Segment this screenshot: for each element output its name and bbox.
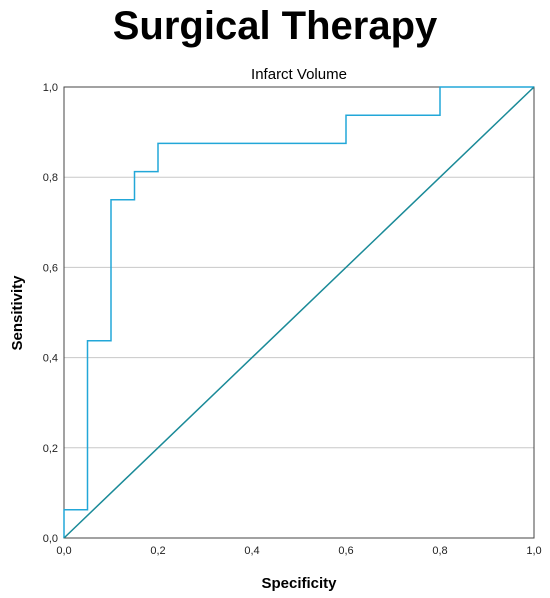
reference-diagonal-line xyxy=(63,86,535,539)
x-axis-title: Specificity xyxy=(261,575,337,592)
x-tick-label: 0,4 xyxy=(244,545,259,557)
roc-curve-line xyxy=(63,86,534,538)
y-tick-label: 0,6 xyxy=(43,262,58,274)
x-tick-label: 1,0 xyxy=(526,545,541,557)
y-tick-label: 0,0 xyxy=(43,533,58,545)
x-tick-label: 0,8 xyxy=(432,545,447,557)
grid-lines xyxy=(64,86,534,449)
y-tick-label: 0,4 xyxy=(43,353,58,365)
x-tick-label: 0,0 xyxy=(56,545,71,557)
x-tick-label: 0,6 xyxy=(338,545,353,557)
plot-frame xyxy=(63,86,535,539)
y-tick-label: 0,2 xyxy=(43,443,58,455)
y-tick-label: 0,8 xyxy=(43,172,58,184)
y-tick-label: 1,0 xyxy=(43,82,58,94)
page-title: Surgical Therapy xyxy=(112,4,438,48)
y-axis-title: Sensitivity xyxy=(9,275,26,351)
chart-title: Infarct Volume xyxy=(251,66,347,83)
series-layer xyxy=(63,86,535,539)
x-tick-label: 0,2 xyxy=(150,545,165,557)
tick-labels: 0,0 0,2 0,4 0,6 0,8 1,0 0,0 0,2 0,4 0,6 0,8 1,0 xyxy=(43,82,542,557)
